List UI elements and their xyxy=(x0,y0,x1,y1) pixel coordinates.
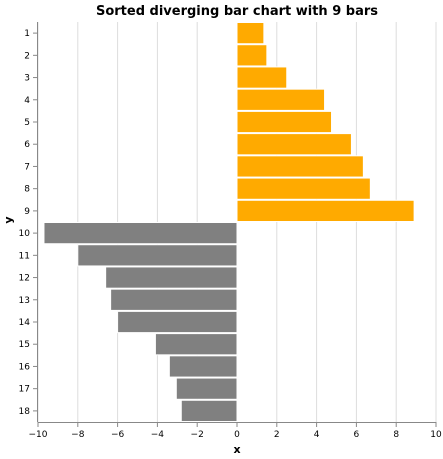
bar-2 xyxy=(236,44,268,67)
bar-1 xyxy=(236,22,265,45)
y-tick-label: 18 xyxy=(19,407,31,417)
y-tick-label: 16 xyxy=(19,362,31,372)
y-tick-label: 3 xyxy=(24,74,30,84)
x-tick-label: 6 xyxy=(354,430,360,440)
bar-10 xyxy=(43,222,238,245)
x-tick-label: −2 xyxy=(191,430,204,440)
y-tick-label: 4 xyxy=(24,96,30,106)
x-tick-label: 2 xyxy=(274,430,280,440)
bar-13 xyxy=(110,288,238,311)
bar-15 xyxy=(154,333,238,356)
bar-14 xyxy=(117,310,238,334)
y-tick-label: 7 xyxy=(24,162,30,172)
x-tick-label: −10 xyxy=(29,430,48,440)
y-tick-label: 5 xyxy=(24,118,30,128)
y-tick-label: 14 xyxy=(19,318,31,328)
bar-17 xyxy=(175,377,238,400)
bar-12 xyxy=(105,266,238,289)
y-tick-label: 12 xyxy=(19,274,30,284)
y-tick-label: 1 xyxy=(24,29,30,39)
y-tick-label: 8 xyxy=(24,185,30,195)
bar-layer xyxy=(43,22,415,422)
x-tick-label: −8 xyxy=(71,430,85,440)
x-tick-label: −4 xyxy=(151,430,165,440)
bar-8 xyxy=(236,177,371,200)
bar-9 xyxy=(236,199,415,222)
y-tick-label: 10 xyxy=(19,229,31,239)
y-tick-label: 15 xyxy=(19,340,30,350)
chart-title: Sorted diverging bar chart with 9 bars xyxy=(96,4,378,19)
y-tick-label: 17 xyxy=(19,385,30,395)
bar-3 xyxy=(236,66,288,89)
x-tick-label: 10 xyxy=(430,430,442,440)
x-tick-label: −6 xyxy=(111,430,125,440)
x-tick-label: 0 xyxy=(234,430,240,440)
axis-layer: −10 −8 −6 −4 −2 0 2 4 6 8 101234567891011121314151… xyxy=(19,22,442,440)
x-axis-title: x xyxy=(233,443,240,456)
y-tick-label: 9 xyxy=(24,207,30,217)
y-axis-title: y xyxy=(2,216,15,223)
bar-7 xyxy=(236,155,364,178)
bar-5 xyxy=(236,110,333,134)
y-tick-label: 11 xyxy=(19,251,30,261)
bar-11 xyxy=(77,244,238,267)
y-tick-label: 2 xyxy=(24,51,30,61)
bar-16 xyxy=(168,355,238,378)
y-tick-label: 13 xyxy=(19,296,30,306)
y-tick-label: 6 xyxy=(24,140,30,150)
bar-4 xyxy=(236,88,326,111)
x-tick-label: 4 xyxy=(314,430,320,440)
bar-18 xyxy=(180,399,238,422)
x-tick-label: 8 xyxy=(393,430,399,440)
bar-6 xyxy=(236,133,352,156)
